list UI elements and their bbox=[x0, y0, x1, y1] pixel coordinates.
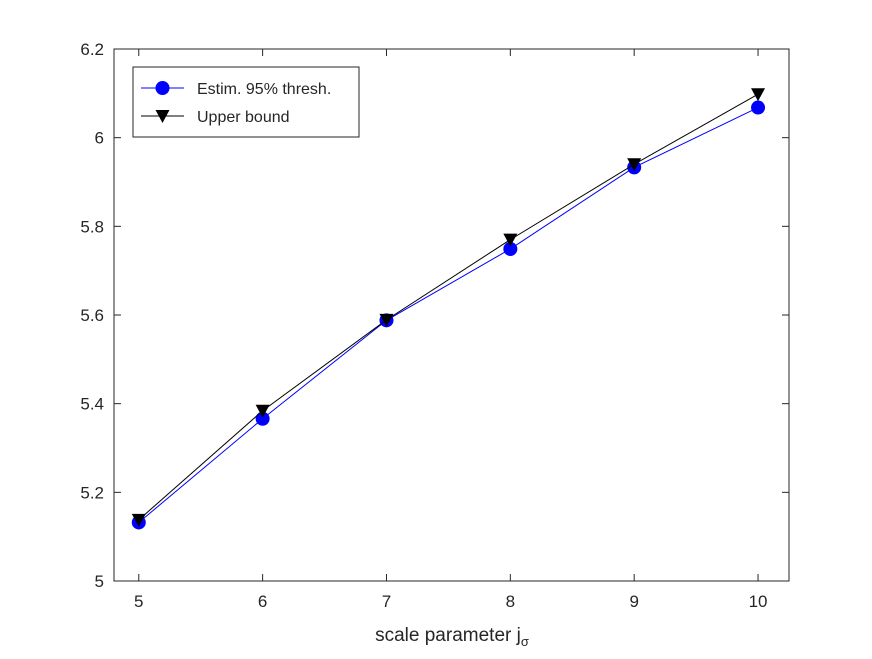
y-tick-label: 5.2 bbox=[80, 483, 104, 502]
data-point-upper bbox=[503, 233, 518, 247]
data-point-estim bbox=[503, 241, 518, 256]
y-tick-label: 6 bbox=[95, 129, 104, 148]
data-point-estim bbox=[751, 100, 766, 115]
y-tick-label: 6.2 bbox=[80, 40, 104, 59]
x-tick-label: 10 bbox=[749, 592, 768, 611]
data-point-estim bbox=[255, 411, 270, 426]
y-tick-label: 5.6 bbox=[80, 306, 104, 325]
x-axis-title: scale parameter jσ bbox=[375, 625, 529, 649]
data-point-upper bbox=[255, 404, 270, 418]
data-point-upper bbox=[131, 513, 146, 527]
x-axis-title-subscript: σ bbox=[521, 634, 529, 649]
x-tick-label: 9 bbox=[629, 592, 638, 611]
legend-marker-upper bbox=[155, 110, 170, 123]
y-tick-label: 5 bbox=[95, 572, 104, 591]
x-tick-label: 7 bbox=[382, 592, 391, 611]
x-tick-label: 5 bbox=[134, 592, 143, 611]
legend-box bbox=[132, 66, 360, 138]
series-line-estim bbox=[138, 107, 759, 523]
legend-label-upper: Upper bound bbox=[197, 109, 290, 126]
axis-ticks: 5 6 7 8 9 10 5 5.2 5.4 5.6 5.8 6 6.2 bbox=[80, 40, 789, 611]
data-point-upper bbox=[627, 158, 642, 172]
plot-area bbox=[113, 48, 790, 582]
series-layer bbox=[131, 88, 766, 530]
x-tick-label: 8 bbox=[506, 592, 515, 611]
data-point-upper bbox=[751, 88, 766, 102]
legend-label-estim: Estim. 95% thresh. bbox=[197, 81, 331, 98]
y-tick-label: 5.8 bbox=[80, 217, 104, 236]
series-line-upper bbox=[138, 93, 759, 521]
x-tick-label: 6 bbox=[258, 592, 267, 611]
data-point-upper bbox=[379, 313, 394, 327]
legend-marker-estim bbox=[155, 81, 170, 95]
legend: Estim. 95% thresh. Upper bound bbox=[132, 66, 360, 138]
y-tick-label: 5.4 bbox=[80, 395, 104, 414]
